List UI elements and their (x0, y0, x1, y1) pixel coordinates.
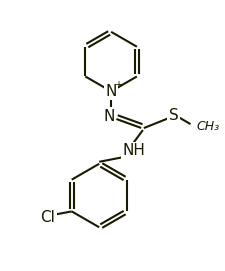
Text: NH: NH (122, 143, 145, 158)
Text: Cl: Cl (40, 210, 55, 225)
Text: S: S (169, 108, 178, 123)
Text: CH₃: CH₃ (196, 120, 220, 133)
Text: N: N (104, 109, 115, 124)
Text: N: N (106, 84, 117, 99)
Text: +: + (114, 80, 122, 91)
